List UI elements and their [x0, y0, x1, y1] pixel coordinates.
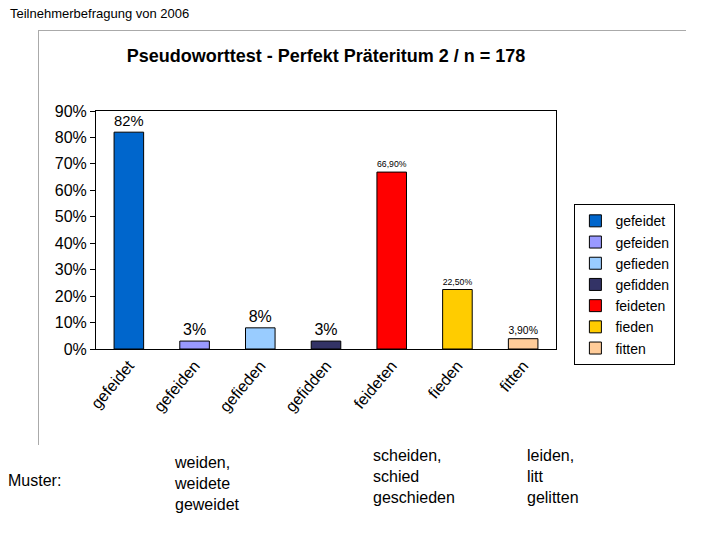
svg-text:feideten: feideten [615, 298, 665, 314]
svg-text:40%: 40% [55, 235, 87, 252]
svg-text:fieden: fieden [425, 357, 466, 401]
svg-text:gefeiden: gefeiden [151, 357, 203, 415]
svg-text:gefieden: gefieden [216, 357, 268, 415]
html-text:leiden,: leiden, [527, 447, 575, 464]
svg-text:0%: 0% [64, 341, 87, 358]
svg-text:90%: 90% [55, 103, 87, 120]
html-text:geweidet: geweidet [175, 496, 239, 513]
html-text:geschieden: geschieden [373, 489, 455, 506]
svg-text:20%: 20% [55, 288, 87, 305]
svg-text:10%: 10% [55, 314, 87, 331]
svg-text:feideten: feideten [351, 357, 401, 412]
svg-text:22,50%: 22,50% [443, 277, 473, 287]
svg-text:gefidden: gefidden [615, 277, 669, 293]
svg-text:gefeidet: gefeidet [615, 213, 665, 229]
svg-text:fitten: fitten [615, 341, 645, 357]
svg-text:gefeidet: gefeidet [88, 357, 138, 412]
svg-text:3%: 3% [183, 321, 206, 338]
html-text:Teilnehmerbefragung von 2006: Teilnehmerbefragung von 2006 [10, 6, 190, 21]
svg-text:gefeiden: gefeiden [615, 235, 669, 251]
html-text:schied: schied [373, 468, 420, 485]
svg-text:70%: 70% [55, 155, 87, 172]
html-text:gelitten: gelitten [527, 489, 579, 506]
html-text:weiden,: weiden, [175, 454, 231, 471]
svg-text:50%: 50% [55, 208, 87, 225]
svg-text:30%: 30% [55, 261, 87, 278]
svg-text:66,90%: 66,90% [377, 159, 407, 169]
svg-text:60%: 60% [55, 182, 87, 199]
html-text:scheiden,: scheiden, [373, 447, 442, 464]
html-text:Muster:: Muster: [8, 472, 62, 489]
svg-text:82%: 82% [114, 113, 144, 129]
svg-text:gefieden: gefieden [615, 256, 669, 272]
svg-text:3,90%: 3,90% [508, 325, 538, 336]
html-text:weidete: weidete [175, 475, 231, 492]
svg-text:3%: 3% [314, 321, 337, 338]
svg-text:8%: 8% [249, 308, 272, 325]
html-text:litt: litt [527, 468, 543, 485]
svg-text:fieden: fieden [615, 319, 653, 335]
svg-text:80%: 80% [55, 129, 87, 146]
svg-text:gefidden: gefidden [282, 357, 334, 415]
svg-text:Pseudoworttest - Perfekt Präte: Pseudoworttest - Perfekt Präteritum 2 / … [127, 46, 526, 66]
svg-text:fitten: fitten [496, 357, 531, 394]
